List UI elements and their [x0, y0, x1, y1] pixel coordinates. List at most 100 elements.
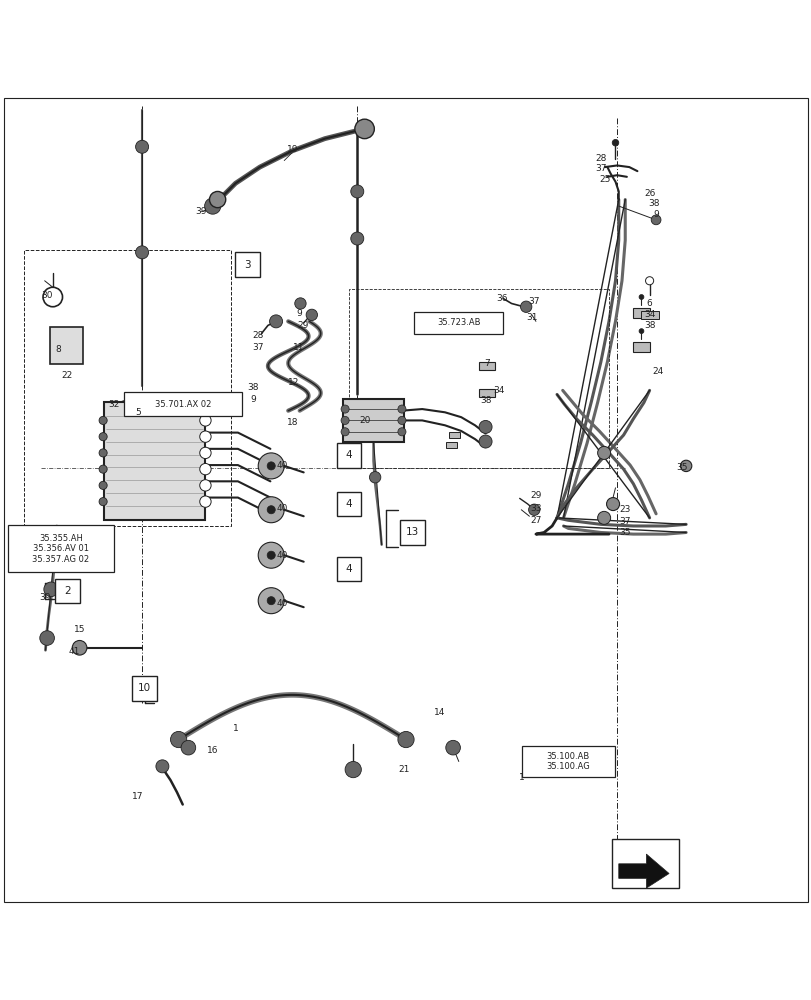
Text: 31: 31	[526, 313, 537, 322]
Bar	[633, 342, 649, 352]
Circle shape	[597, 511, 610, 524]
Circle shape	[350, 232, 363, 245]
Text: 40: 40	[277, 551, 288, 560]
Bar	[8, 525, 114, 572]
Circle shape	[611, 139, 618, 146]
Bar	[50, 327, 83, 364]
Circle shape	[40, 631, 54, 645]
Circle shape	[258, 588, 284, 614]
Circle shape	[294, 298, 306, 309]
Circle shape	[99, 416, 107, 424]
Text: 34: 34	[493, 386, 504, 395]
Text: 9: 9	[652, 210, 659, 219]
Text: 36: 36	[496, 294, 507, 303]
Circle shape	[99, 433, 107, 441]
Text: 23: 23	[619, 505, 630, 514]
Circle shape	[445, 740, 460, 755]
Text: 4: 4	[345, 564, 352, 574]
Text: 8: 8	[55, 345, 62, 354]
Text: 38: 38	[647, 199, 659, 208]
Text: 29: 29	[530, 491, 541, 500]
Text: 32: 32	[108, 400, 119, 409]
Text: 14: 14	[434, 708, 445, 717]
Text: 9: 9	[295, 309, 302, 318]
Text: 17: 17	[132, 792, 144, 801]
Circle shape	[397, 405, 406, 413]
Circle shape	[258, 497, 284, 523]
Bar	[55, 579, 79, 603]
Bar	[611, 839, 678, 888]
Circle shape	[397, 428, 406, 436]
Text: 6: 6	[646, 299, 652, 308]
Bar	[478, 389, 495, 397]
Bar	[633, 308, 649, 318]
Text: 34: 34	[643, 310, 654, 319]
Text: 12: 12	[288, 378, 299, 387]
Circle shape	[345, 761, 361, 778]
Circle shape	[181, 740, 195, 755]
Circle shape	[99, 449, 107, 457]
Circle shape	[267, 462, 275, 470]
Circle shape	[650, 215, 660, 225]
Circle shape	[44, 582, 58, 597]
Text: 20: 20	[359, 416, 371, 425]
Text: 24: 24	[651, 367, 663, 376]
Bar	[235, 252, 260, 277]
Text: 35.355.AH
35.356.AV 01
35.357.AG 02: 35.355.AH 35.356.AV 01 35.357.AG 02	[32, 534, 89, 564]
Circle shape	[200, 496, 211, 507]
Circle shape	[204, 198, 221, 214]
Circle shape	[200, 447, 211, 459]
Text: 9: 9	[250, 395, 256, 404]
Circle shape	[267, 597, 275, 605]
Text: 28: 28	[252, 331, 264, 340]
Bar	[414, 312, 503, 334]
Circle shape	[135, 140, 148, 153]
Circle shape	[99, 498, 107, 506]
Text: 11: 11	[293, 343, 304, 352]
Circle shape	[269, 315, 282, 328]
Text: 37: 37	[252, 343, 264, 352]
Text: 39: 39	[195, 207, 207, 216]
Circle shape	[267, 506, 275, 514]
Circle shape	[354, 119, 374, 139]
Bar	[478, 362, 495, 370]
Circle shape	[520, 301, 531, 312]
Text: 1: 1	[518, 773, 525, 782]
Text: 10: 10	[138, 683, 151, 693]
Bar	[640, 311, 658, 319]
Text: 38: 38	[643, 321, 654, 330]
Circle shape	[200, 415, 211, 426]
Circle shape	[350, 185, 363, 198]
Text: 2: 2	[64, 586, 71, 596]
Text: 41: 41	[69, 647, 80, 656]
Polygon shape	[618, 854, 668, 888]
Text: 35.723.AB: 35.723.AB	[436, 318, 480, 327]
Text: 27: 27	[530, 516, 541, 525]
Text: 18: 18	[286, 418, 298, 427]
Text: 35.100.AB
35.100.AG: 35.100.AB 35.100.AG	[546, 752, 590, 771]
Bar	[400, 520, 424, 545]
Bar	[123, 392, 242, 416]
Circle shape	[638, 295, 643, 299]
Circle shape	[478, 435, 491, 448]
Bar	[104, 402, 204, 520]
Text: 15: 15	[74, 625, 85, 634]
Circle shape	[397, 731, 414, 748]
Text: 30: 30	[41, 291, 53, 300]
Text: 35: 35	[619, 528, 630, 537]
Bar	[337, 557, 361, 581]
Circle shape	[156, 760, 169, 773]
Bar	[132, 676, 157, 701]
Text: 22: 22	[61, 371, 72, 380]
Circle shape	[200, 480, 211, 491]
Text: 4: 4	[345, 450, 352, 460]
Bar	[24, 250, 231, 526]
Text: 3: 3	[244, 260, 251, 270]
Circle shape	[170, 731, 187, 748]
Circle shape	[606, 498, 619, 511]
Circle shape	[341, 428, 349, 436]
Text: 13: 13	[406, 527, 418, 537]
Text: 1: 1	[232, 724, 238, 733]
Circle shape	[341, 405, 349, 413]
Text: 37: 37	[594, 164, 606, 173]
